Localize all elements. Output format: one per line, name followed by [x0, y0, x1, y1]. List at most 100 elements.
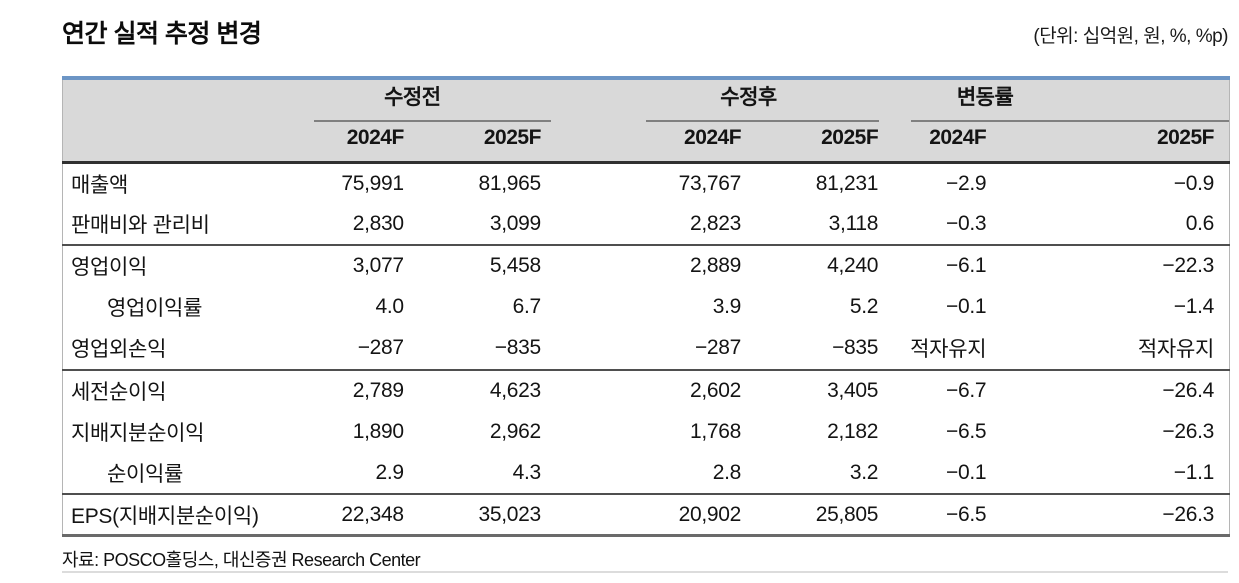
- cell-value: −2.9: [945, 171, 987, 195]
- cell-value: 3.2: [849, 460, 879, 484]
- cell-value: 4.0: [375, 295, 405, 319]
- cell-value: 81,965: [478, 171, 541, 195]
- group-underline: 수정전: [313, 81, 551, 122]
- cell-value: −6.7: [893, 368, 1002, 411]
- col-group-label: 수정전: [384, 86, 441, 109]
- table-row: 판매비와 관리비 2,830 3,099 2,823 3,118 −0.3 0.6: [63, 204, 1230, 246]
- cell-value: 6.7: [512, 295, 542, 319]
- cell-value: 3,077: [340, 244, 419, 287]
- col-group-label: 변동률: [956, 86, 1014, 109]
- cell-value: 25,805: [756, 493, 894, 536]
- table-header-bar: 연간 실적 추정 변경 (단위: 십억원, 원, %, %p): [62, 14, 1228, 50]
- cell-value: 2.9: [375, 460, 405, 484]
- source-note: 자료: POSCO홀딩스, 대신증권 Research Center: [62, 550, 421, 570]
- cell-value: 2,830: [352, 211, 404, 235]
- row-label: 지배지분순이익: [71, 421, 205, 445]
- label-column-subheader: [62, 122, 341, 164]
- cell-value: 2,823: [690, 211, 742, 235]
- cell-value: −0.1: [945, 460, 987, 484]
- col-subheader: 2024F: [340, 122, 419, 164]
- cell-value: −1.1: [1173, 460, 1215, 484]
- sub-header-row: 2024F 2025F 2024F 2025F 2024F 2025F: [62, 122, 1230, 164]
- cell-value: 5.2: [849, 295, 879, 319]
- cell-value: 2,602: [555, 368, 757, 411]
- table-row: 영업이익 3,077 5,458 2,889 4,240 −6.1 −22.3: [62, 244, 1230, 287]
- cell-value: 0.6: [1185, 211, 1215, 235]
- group-underline: 변동률: [911, 81, 1229, 122]
- bottom-divider: [62, 571, 1228, 573]
- col-group-label: 수정후: [720, 86, 777, 109]
- group-underline: 수정후: [645, 81, 880, 122]
- units-note: (단위: 십억원, 원, %, %p): [1033, 26, 1228, 47]
- table-body: 매출액 75,991 81,965 73,767 81,231 −2.9 −0.9 판매비와 …: [62, 162, 1230, 536]
- cell-value: 3.9: [712, 295, 742, 319]
- table-row: 영업이익률 4.0 6.7 3.9 5.2 −0.1 −1.4: [63, 287, 1230, 329]
- cell-value: 73,767: [678, 171, 742, 195]
- cell-value: 1,890: [352, 419, 404, 443]
- cell-value: −0.3: [945, 211, 987, 235]
- cell-value: −287: [694, 336, 742, 360]
- cell-value: 22,348: [340, 493, 419, 536]
- table-row: 매출액 75,991 81,965 73,767 81,231 −2.9 −0.9: [63, 162, 1230, 204]
- cell-value: 2.8: [712, 460, 742, 484]
- cell-value: −835: [494, 336, 541, 360]
- cell-value: 3,118: [828, 211, 879, 235]
- cell-value: 2,182: [827, 419, 879, 443]
- cell-value: −0.9: [1173, 171, 1215, 195]
- table-row: 세전순이익 2,789 4,623 2,602 3,405 −6.7 −26.4: [62, 368, 1230, 411]
- cell-value: 75,991: [341, 171, 404, 195]
- row-label: 세전순이익: [62, 368, 341, 411]
- col-group-before-revision: 수정전: [313, 78, 556, 122]
- row-label: 영업외손익: [71, 338, 167, 362]
- row-label: EPS(지배지분순이익): [62, 493, 341, 536]
- col-group-change-rate: 변동률: [893, 78, 1230, 122]
- row-label: 판매비와 관리비: [71, 213, 210, 237]
- cell-value: −6.5: [893, 493, 1002, 536]
- cell-value: 적자유지: [1137, 338, 1214, 362]
- cell-value: −0.1: [945, 295, 987, 319]
- cell-value: 4,623: [418, 368, 556, 411]
- cell-value: −26.3: [1162, 419, 1214, 443]
- table-row: 지배지분순이익 1,890 2,962 1,768 2,182 −6.5 −26.3: [63, 411, 1230, 453]
- cell-value: 1,768: [690, 419, 742, 443]
- cell-value: 3,099: [489, 211, 541, 235]
- cell-value: −26.3: [1001, 493, 1230, 536]
- table-row: 순이익률 2.9 4.3 2.8 3.2 −0.1 −1.1: [63, 453, 1230, 495]
- group-header-row: 수정전 수정후 변동률: [62, 78, 1230, 122]
- page-title: 연간 실적 추정 변경: [62, 20, 262, 48]
- row-label: 영업이익률: [107, 297, 203, 321]
- col-subheader: 2025F: [418, 122, 556, 164]
- cell-value: 2,789: [340, 368, 419, 411]
- col-subheader: 2024F: [555, 122, 757, 164]
- table-head: 수정전 수정후 변동률 2024F 2025F 2024F 2025F 2024…: [62, 78, 1230, 164]
- table-row: EPS(지배지분순이익) 22,348 35,023 20,902 25,805 −6.5…: [62, 493, 1230, 536]
- cell-value: −6.5: [945, 419, 987, 443]
- cell-value: 3,405: [756, 368, 894, 411]
- row-label: 매출액: [71, 173, 129, 197]
- cell-value: 35,023: [418, 493, 556, 536]
- cell-value: −1.4: [1173, 295, 1215, 319]
- cell-value: 81,231: [815, 171, 879, 195]
- cell-value: −22.3: [1001, 244, 1230, 287]
- col-subheader: 2025F: [1001, 122, 1230, 164]
- estimates-table: 수정전 수정후 변동률 2024F 2025F 2024F 2025F 2024…: [62, 76, 1230, 537]
- cell-value: 4,240: [756, 244, 894, 287]
- table-row: 영업외손익 −287 −835 −287 −835 적자유지 적자유지: [63, 328, 1230, 370]
- cell-value: 적자유지: [910, 338, 987, 362]
- row-label: 영업이익: [62, 244, 341, 287]
- col-subheader: 2024F: [893, 122, 1002, 164]
- col-group-after-revision: 수정후: [555, 78, 894, 122]
- cell-value: −835: [832, 336, 879, 360]
- cell-value: 2,962: [489, 419, 541, 443]
- cell-value: −6.1: [893, 244, 1002, 287]
- cell-value: 4.3: [512, 460, 542, 484]
- cell-value: 5,458: [418, 244, 556, 287]
- cell-value: −26.4: [1001, 368, 1230, 411]
- cell-value: 2,889: [555, 244, 757, 287]
- cell-value: 20,902: [555, 493, 757, 536]
- col-subheader: 2025F: [756, 122, 894, 164]
- cell-value: −287: [357, 336, 404, 360]
- label-column-header: [62, 78, 341, 122]
- row-label: 순이익률: [107, 462, 184, 486]
